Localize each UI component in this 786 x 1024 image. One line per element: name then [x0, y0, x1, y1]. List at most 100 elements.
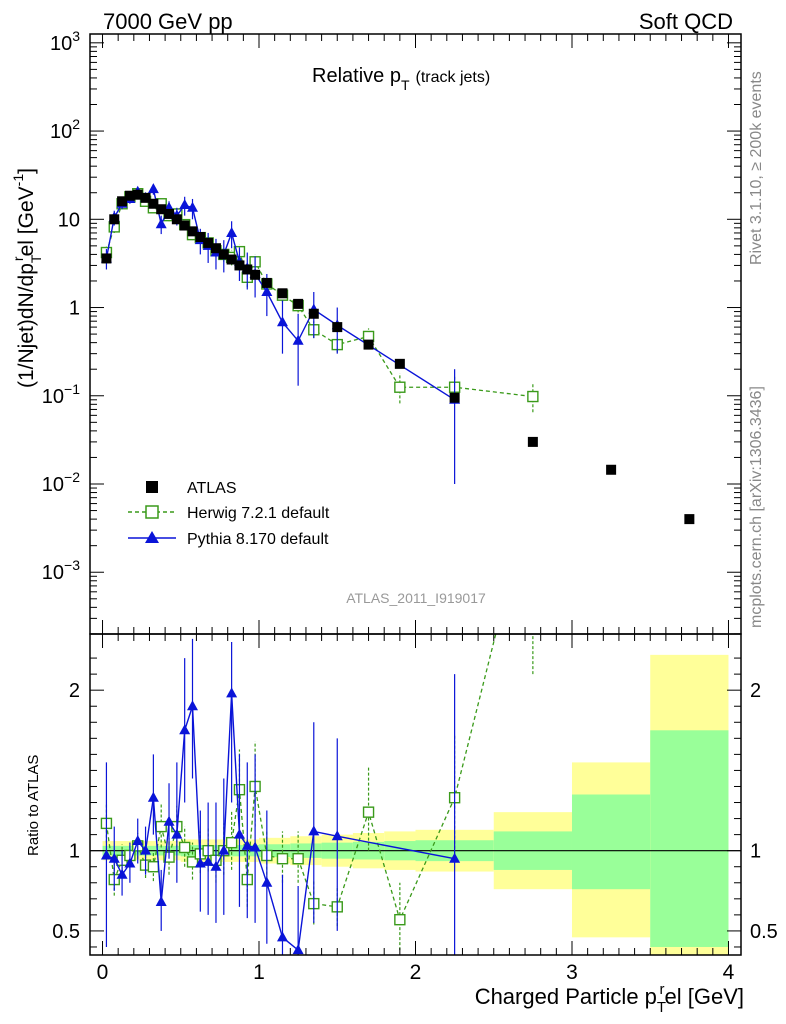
atlas-point-9 — [171, 214, 182, 225]
atlas-point-23 — [308, 308, 319, 319]
atlas-point-1 — [109, 214, 120, 225]
atlas-point-18 — [242, 264, 253, 275]
ratio-tick-label-left-2: 2 — [69, 680, 80, 702]
y-tick-label-2: 10 — [58, 209, 80, 231]
atlas-point-17 — [234, 260, 245, 271]
y-tick-label-4: 10−1 — [42, 381, 80, 408]
y-tick-label-5: 10−2 — [42, 469, 80, 496]
herwig-ratio-point-10 — [178, 841, 191, 854]
atlas-point-7 — [156, 204, 167, 215]
atlas-point-25 — [363, 339, 374, 350]
herwig-point-26 — [394, 381, 406, 393]
pythia-point-22 — [292, 334, 304, 345]
y-tick-label-0: 103 — [50, 28, 80, 55]
atlas-point-20 — [261, 277, 272, 288]
herwig-ratio-point-6 — [147, 861, 160, 873]
pythia-ratio-point-12 — [194, 857, 206, 868]
y-tick-label-3: 1 — [69, 298, 80, 320]
x-tick-label-0: 0 — [97, 961, 109, 984]
mcplots-label: mcplots.cern.ch [arXiv:1306.3436] — [748, 386, 765, 628]
atlas-point-14 — [210, 243, 221, 254]
x-tick-label-4: 4 — [723, 961, 735, 984]
pythia-ratio-point-3 — [124, 857, 136, 868]
atlas-point-2 — [117, 196, 128, 207]
atlas-point-21 — [277, 288, 288, 299]
atlas-point-24 — [332, 322, 343, 333]
pythia-point-6 — [147, 183, 159, 194]
atlas-point-5 — [140, 192, 151, 203]
ratio-tick-label-left-1: 1 — [69, 841, 80, 863]
pythia-point-7 — [155, 218, 167, 229]
pythia-ratio-point-16 — [226, 687, 238, 698]
herwig-point-28 — [527, 390, 539, 403]
pythia-ratio-point-25 — [449, 852, 461, 863]
herwig-ratio-point-16 — [225, 836, 238, 849]
pythia-ratio-point-14 — [210, 860, 222, 871]
pythia-ratio-point-21 — [276, 931, 288, 942]
pythia-ratio-point-5 — [140, 844, 152, 855]
herwig-line — [105, 192, 533, 398]
ratio-tick-label-left-0: 0.5 — [52, 921, 80, 943]
atlas-point-27 — [449, 392, 460, 403]
atlas-point-30 — [684, 514, 695, 525]
atlas-point-15 — [218, 249, 229, 260]
atlas-point-12 — [195, 231, 206, 242]
atlas-point-13 — [203, 237, 214, 248]
header-right: Soft QCD — [639, 9, 733, 34]
atlas-point-28 — [527, 436, 538, 447]
atlas-point-19 — [250, 269, 261, 280]
atlas-point-29 — [606, 464, 617, 475]
pythia-ratio-point-0 — [100, 849, 112, 860]
atlas-point-22 — [293, 298, 304, 309]
legend-atlas-marker — [146, 481, 158, 493]
pythia-ratio-point-19 — [249, 841, 261, 852]
legend-herwig-marker — [145, 505, 159, 519]
pythia-point-16 — [226, 226, 238, 237]
x-tick-label-3: 3 — [566, 961, 578, 984]
herwig-ratio-point-21 — [276, 853, 289, 865]
x-axis-label: Charged Particle pTrel [GeV] — [475, 981, 744, 1016]
atlas-point-11 — [187, 226, 198, 237]
pythia-ratio-point-10 — [179, 724, 191, 735]
ratio-tick-label-right-2: 2 — [750, 680, 761, 702]
ratio-panel — [90, 634, 741, 955]
legend-herwig-label: Herwig 7.2.1 default — [187, 505, 330, 522]
ratio-y-label: Ratio to ATLAS — [25, 755, 42, 856]
atlas-point-3 — [124, 190, 135, 201]
ratio-series — [100, 634, 534, 955]
chart-title: Relative pT (track jets) — [312, 65, 490, 93]
y-tick-label-6: 10−3 — [42, 557, 80, 584]
rivet-label: Rivet 3.1.10, ≥ 200k events — [748, 71, 765, 265]
pythia-ratio-point-23 — [308, 825, 320, 836]
x-tick-label-1: 1 — [253, 961, 265, 984]
atlas-point-6 — [148, 198, 159, 209]
band-green-9 — [571, 794, 651, 890]
herwig-ratio-point-22 — [292, 853, 304, 865]
atlas-point-4 — [132, 189, 143, 200]
pythia-ratio-point-4 — [132, 835, 144, 846]
pythia-point-10 — [179, 199, 191, 210]
herwig-ratio-point-25 — [362, 806, 375, 818]
pythia-ratio-point-20 — [261, 876, 273, 887]
ratio-tick-label-right-1: 1 — [750, 841, 761, 863]
herwig-ratio-point-11 — [186, 856, 199, 868]
atlas-point-26 — [394, 358, 405, 369]
atlas-point-16 — [226, 254, 237, 265]
header-left: 7000 GeV pp — [103, 9, 233, 34]
pythia-ratio-point-15 — [218, 844, 230, 855]
pythia-ratio-point-6 — [147, 791, 159, 802]
atlas-point-10 — [179, 220, 190, 231]
legend-atlas-label: ATLAS — [187, 480, 237, 497]
pythia-ratio-point-2 — [116, 868, 128, 879]
legend: ATLAS Herwig 7.2.1 default Pythia 8.170 … — [128, 480, 330, 548]
pythia-point-11 — [187, 201, 199, 212]
ratio-tick-label-right-0: 0.5 — [750, 921, 778, 943]
pythia-ratio-point-7 — [155, 896, 167, 907]
x-tick-label-2: 2 — [410, 961, 422, 984]
pythia-ratio-point-18 — [241, 839, 253, 850]
main-panel — [100, 183, 695, 525]
pythia-ratio-point-8 — [163, 815, 175, 826]
pythia-ratio-point-11 — [187, 700, 199, 711]
